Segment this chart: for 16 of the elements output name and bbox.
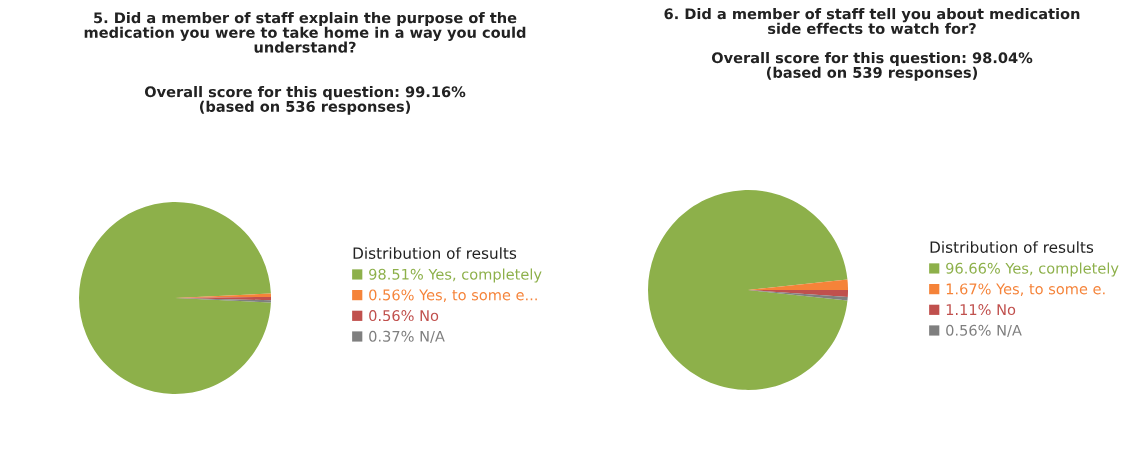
chart-subtitle: Overall score for this question: 98.04% (based on 539 responses): [711, 52, 1033, 81]
legend-title: Distribution of results: [930, 241, 1094, 253]
legend-label: 1.11% No: [946, 304, 1016, 316]
legend-label: 0.37% N/A: [369, 330, 445, 343]
legend-label: 1.67% Yes, to some e.: [946, 283, 1105, 296]
chart-title: 5. Did a member of staff explain the purpose of the medication you were to take home in a way you could understand?: [84, 12, 526, 53]
legend-label: 0.56% Yes, to some e...: [369, 289, 537, 302]
pie-slice: [648, 190, 848, 390]
legend-title: Distribution of results: [353, 247, 517, 259]
chart-title: 6. Did a member of staff tell you about medication side effects to watch for?: [664, 8, 1080, 35]
pie-slice: [79, 202, 271, 394]
chart-subtitle: Overall score for this question: 99.16% (based on 536 responses): [144, 86, 466, 115]
legend-label: 96.66% Yes, completely: [946, 262, 1119, 277]
legend-label: 0.56% N/A: [946, 324, 1022, 337]
legend-label: 98.51% Yes, completely: [369, 268, 542, 283]
legend-label: 0.56% No: [369, 310, 439, 322]
